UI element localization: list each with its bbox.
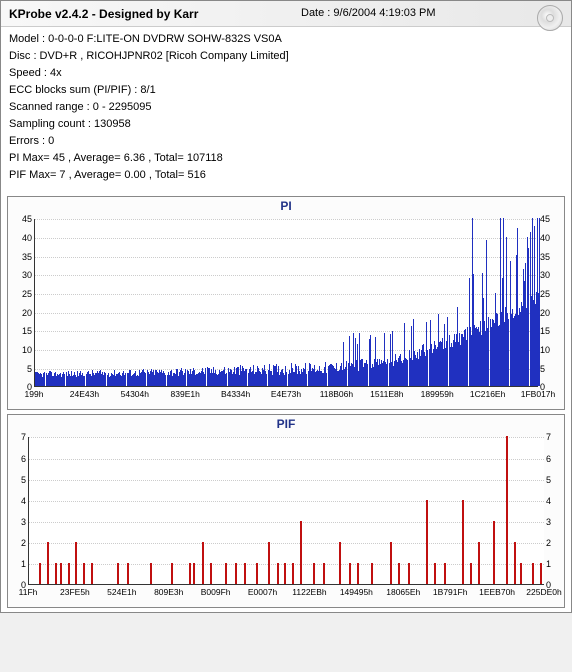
x-tick-label: 54304h — [121, 389, 149, 399]
x-tick-label: 189959h — [421, 389, 454, 399]
x-tick-label: E0007h — [248, 587, 277, 597]
y-tick-label: 7 — [21, 432, 26, 442]
x-tick-label: 809E3h — [154, 587, 183, 597]
y-tick-label: 5 — [21, 475, 26, 485]
info-line: Disc : DVD+R , RICOHJPNR02 [Ricoh Compan… — [9, 48, 563, 65]
y-tick-label-right: 15 — [540, 326, 550, 336]
x-tick-label: 24E43h — [70, 389, 99, 399]
y-tick-label-right: 4 — [546, 496, 551, 506]
y-tick-label: 15 — [22, 326, 32, 336]
app-header: KProbe v2.4.2 - Designed by Karr Date : … — [1, 1, 571, 27]
y-tick-label-right: 7 — [546, 432, 551, 442]
disc-info-block: Model : 0-0-0-0 F:LITE-ON DVDRW SOHW-832… — [1, 27, 571, 192]
y-tick-label: 2 — [21, 538, 26, 548]
pif-chart-panel: PIF 012345670123456711Fh23FE5h524E1h809E… — [7, 414, 565, 608]
y-tick-label: 20 — [22, 308, 32, 318]
y-tick-label-right: 2 — [546, 538, 551, 548]
app-container: KProbe v2.4.2 - Designed by Karr Date : … — [0, 0, 572, 613]
info-line: Errors : 0 — [9, 133, 563, 150]
y-tick-label-right: 6 — [546, 454, 551, 464]
x-tick-label: 118B06h — [320, 389, 353, 399]
info-line: Sampling count : 130958 — [9, 116, 563, 133]
pi-chart-panel: PI 0510152025303540450510152025303540451… — [7, 196, 565, 410]
x-tick-label: 1C216Eh — [470, 389, 505, 399]
y-tick-label-right: 35 — [540, 252, 550, 262]
y-tick-label: 5 — [27, 364, 32, 374]
x-tick-label: B009Fh — [201, 587, 231, 597]
y-tick-label: 1 — [21, 559, 26, 569]
pif-chart: 012345670123456711Fh23FE5h524E1h809E3hB0… — [8, 433, 564, 603]
y-tick-label: 6 — [21, 454, 26, 464]
report-date: Date : 9/6/2004 4:19:03 PM — [301, 7, 436, 19]
y-tick-label-right: 3 — [546, 517, 551, 527]
x-tick-label: E4E73h — [271, 389, 301, 399]
y-tick-label: 10 — [22, 345, 32, 355]
y-tick-label-right: 1 — [546, 559, 551, 569]
x-tick-label: 1B791Fh — [433, 587, 468, 597]
x-tick-label: 1511E8h — [370, 389, 403, 399]
x-tick-label: 199h — [25, 389, 44, 399]
y-tick-label-right: 30 — [540, 270, 550, 280]
info-line: Scanned range : 0 - 2295095 — [9, 99, 563, 116]
x-tick-label: 149495h — [340, 587, 373, 597]
info-line: PI Max= 45 , Average= 6.36 , Total= 1071… — [9, 150, 563, 167]
x-tick-label: 1EEB70h — [479, 587, 515, 597]
x-tick-label: 225DE0h — [526, 587, 561, 597]
y-tick-label: 3 — [21, 517, 26, 527]
y-tick-label-right: 45 — [540, 214, 550, 224]
x-tick-label: 839E1h — [171, 389, 200, 399]
y-tick-label: 40 — [22, 233, 32, 243]
y-tick-label-right: 5 — [546, 475, 551, 485]
y-tick-label: 45 — [22, 214, 32, 224]
info-line: PIF Max= 7 , Average= 0.00 , Total= 516 — [9, 167, 563, 184]
x-tick-label: 18065Eh — [386, 587, 420, 597]
y-tick-label: 30 — [22, 270, 32, 280]
x-tick-label: 11Fh — [19, 587, 38, 597]
disc-icon — [537, 5, 563, 31]
pif-chart-title: PIF — [8, 415, 564, 433]
y-tick-label-right: 10 — [540, 345, 550, 355]
y-tick-label: 35 — [22, 252, 32, 262]
y-tick-label: 4 — [21, 496, 26, 506]
x-tick-label: 524E1h — [107, 587, 136, 597]
y-tick-label: 25 — [22, 289, 32, 299]
y-tick-label-right: 40 — [540, 233, 550, 243]
info-line: ECC blocks sum (PI/PIF) : 8/1 — [9, 82, 563, 99]
info-line: Model : 0-0-0-0 F:LITE-ON DVDRW SOHW-832… — [9, 31, 563, 48]
app-title: KProbe v2.4.2 - Designed by Karr — [9, 7, 198, 21]
y-tick-label-right: 5 — [540, 364, 545, 374]
x-tick-label: B4334h — [221, 389, 250, 399]
info-line: Speed : 4x — [9, 65, 563, 82]
x-tick-label: 1FB017h — [521, 389, 556, 399]
x-tick-label: 1122EBh — [292, 587, 326, 597]
pi-chart-title: PI — [8, 197, 564, 215]
y-tick-label-right: 25 — [540, 289, 550, 299]
y-tick-label-right: 20 — [540, 308, 550, 318]
pi-chart: 051015202530354045051015202530354045199h… — [8, 215, 564, 405]
x-tick-label: 23FE5h — [60, 587, 90, 597]
